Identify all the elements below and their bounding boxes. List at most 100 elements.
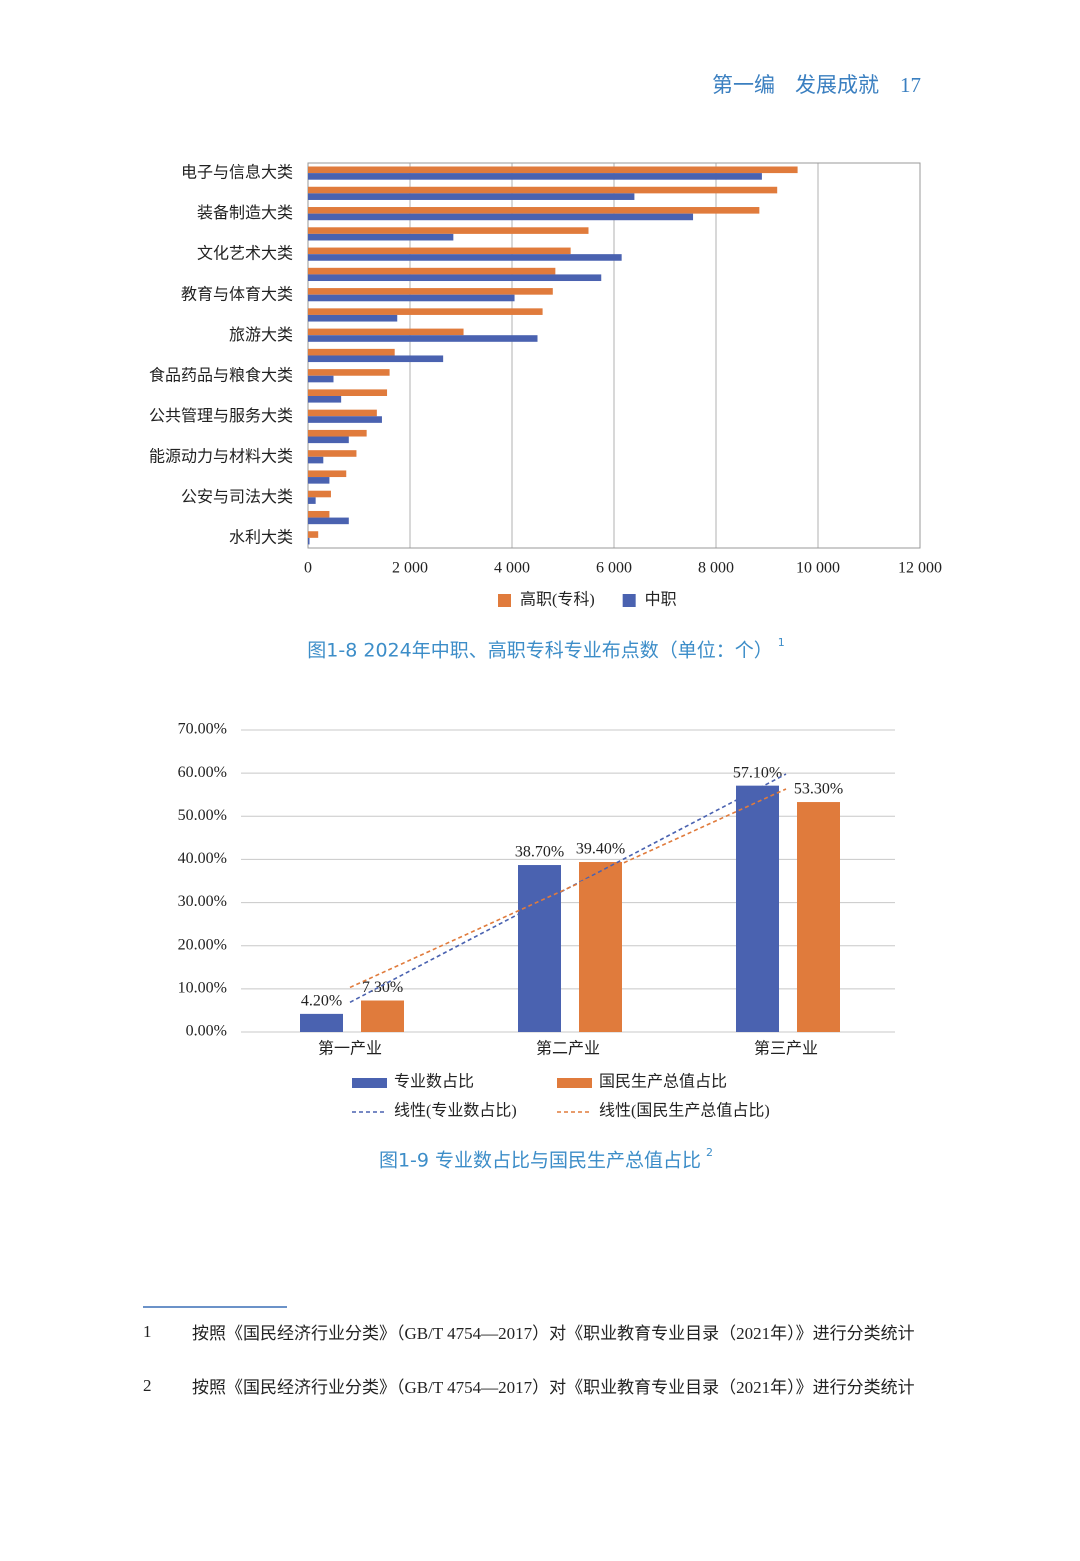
figure-caption: 图1-8 2024年中职、高职专科专业布点数（单位：个）: [307, 640, 772, 662]
bar: [308, 335, 538, 342]
category-label: 旅游大类: [229, 326, 293, 344]
bar: [308, 213, 694, 221]
bar: [308, 456, 324, 464]
bar: [308, 355, 444, 363]
y-tick-label: 0.00%: [186, 1023, 227, 1040]
category-label: 公安与司法大类: [181, 488, 293, 506]
category-label: 电子与信息大类: [181, 164, 293, 182]
legend-label: 中职: [645, 591, 677, 609]
category-label: 文化艺术大类: [197, 245, 293, 263]
figure-caption: 图1-9 专业数占比与国民生产总值占比: [379, 1150, 701, 1172]
legend-label: 国民生产总值占比: [599, 1073, 727, 1091]
bar: [308, 510, 330, 518]
bar: [308, 247, 571, 255]
caption-note: 1: [778, 636, 785, 649]
category-label: 水利大类: [229, 528, 293, 546]
category-label: 教育与体育大类: [181, 285, 293, 303]
bar: [308, 314, 398, 322]
bar: [308, 173, 762, 180]
legend-label: 线性(国民生产总值占比): [599, 1102, 770, 1120]
x-tick-label: 6 000: [596, 560, 632, 577]
bar: [308, 193, 635, 200]
page-number: 17: [900, 73, 921, 97]
legend-label: 线性(专业数占比): [394, 1102, 517, 1120]
y-tick-label: 40.00%: [178, 850, 227, 867]
value-label: 7.30%: [362, 979, 403, 996]
category-label: 公共管理与服务大类: [149, 407, 293, 425]
footnote-number: 2: [143, 1376, 152, 1395]
bar: [308, 395, 342, 403]
legend-swatch: [557, 1078, 592, 1088]
bar: [308, 409, 377, 417]
value-label: 4.20%: [301, 993, 342, 1010]
bar: [308, 490, 331, 498]
bar: [797, 802, 840, 1032]
bar: [308, 537, 310, 545]
trend-line: [349, 788, 787, 989]
x-tick-label: 4 000: [494, 560, 530, 577]
value-label: 53.30%: [794, 781, 843, 798]
header-section: 第一编: [712, 73, 775, 97]
y-tick-label: 60.00%: [178, 764, 227, 781]
bar: [736, 785, 779, 1032]
category-label: 装备制造大类: [197, 204, 293, 222]
bar: [361, 1000, 404, 1032]
bar: [300, 1013, 343, 1032]
bar: [308, 267, 556, 275]
bar: [308, 254, 622, 261]
legend-label: 高职(专科): [520, 591, 595, 609]
bar: [308, 348, 395, 356]
x-tick-label: 2 000: [392, 560, 428, 577]
bar: [308, 470, 347, 478]
bar: [518, 865, 561, 1032]
value-label: 57.10%: [733, 764, 782, 781]
bar: [308, 166, 798, 174]
bar: [308, 308, 543, 315]
value-label: 39.40%: [576, 841, 625, 858]
footnote-text: 按照《国民经济行业分类》（GB/T 4754—2017）对《职业教育专业目录（2…: [192, 1324, 915, 1343]
footnote-text: 按照《国民经济行业分类》（GB/T 4754—2017）对《职业教育专业目录（2…: [192, 1378, 915, 1397]
bar: [308, 375, 334, 383]
bar: [308, 450, 357, 457]
bar: [308, 436, 349, 444]
bar: [579, 862, 622, 1032]
bar: [308, 274, 602, 282]
x-tick-label: 12 000: [898, 560, 942, 577]
value-label: 38.70%: [515, 844, 564, 861]
bar: [308, 531, 319, 538]
header-title: 发展成就: [795, 73, 879, 97]
bar: [308, 294, 515, 302]
legend-swatch: [622, 594, 636, 607]
y-tick-label: 20.00%: [178, 936, 227, 953]
bar: [308, 288, 553, 295]
bar: [308, 186, 778, 194]
y-tick-label: 50.00%: [178, 807, 227, 824]
bar: [308, 416, 382, 423]
bar: [308, 389, 388, 396]
x-tick-label: 0: [304, 560, 312, 577]
category-label: 能源动力与材料大类: [149, 447, 293, 465]
bar: [308, 497, 316, 504]
category-label: 第二产业: [536, 1040, 600, 1058]
bar: [308, 233, 454, 241]
y-tick-label: 10.00%: [178, 980, 227, 997]
category-label: 食品药品与粮食大类: [149, 366, 293, 384]
y-tick-label: 70.00%: [178, 721, 227, 738]
bar: [308, 328, 464, 336]
category-label: 第三产业: [754, 1040, 818, 1058]
legend-swatch: [352, 1078, 387, 1088]
bar: [308, 227, 589, 234]
legend-swatch: [498, 594, 511, 607]
x-tick-label: 10 000: [796, 560, 840, 577]
legend-label: 专业数占比: [394, 1073, 474, 1091]
y-tick-label: 30.00%: [178, 893, 227, 910]
bar: [308, 477, 330, 484]
bar: [308, 517, 349, 525]
category-label: 第一产业: [318, 1040, 382, 1058]
x-tick-label: 8 000: [698, 560, 734, 577]
bar: [308, 207, 760, 214]
bar: [308, 429, 367, 437]
bar: [308, 369, 390, 376]
